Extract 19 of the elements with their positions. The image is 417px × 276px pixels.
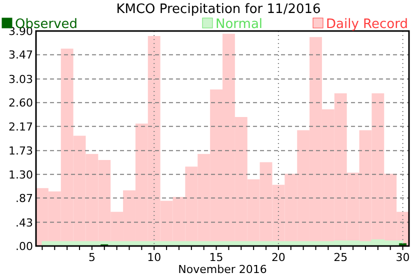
y-tick-label: 3.47: [8, 48, 33, 62]
x-tick-label: 20: [271, 251, 286, 264]
x-tick-label: 15: [209, 251, 224, 264]
y-tick-label: 2.60: [8, 96, 33, 110]
y-tick-label: .43: [16, 216, 33, 230]
y-tick-label: .00: [16, 240, 33, 253]
x-tick-label: 5: [88, 251, 96, 264]
y-tick-label: .87: [16, 192, 33, 206]
y-tick-label: 2.17: [8, 120, 33, 134]
x-tick-label: 30: [396, 251, 410, 264]
x-tick-label: 25: [334, 251, 348, 264]
y-tick-label: 3.03: [8, 72, 33, 86]
legend-label: Daily Record: [326, 17, 408, 32]
chart-title: KMCO Precipitation for 11/2016: [116, 2, 321, 17]
legend-label: Normal: [216, 17, 263, 32]
x-axis-title: November 2016: [178, 263, 267, 276]
y-tick-label: 1.30: [8, 168, 33, 182]
y-tick-label: 1.73: [8, 144, 33, 158]
x-tick-label: 10: [147, 251, 162, 264]
